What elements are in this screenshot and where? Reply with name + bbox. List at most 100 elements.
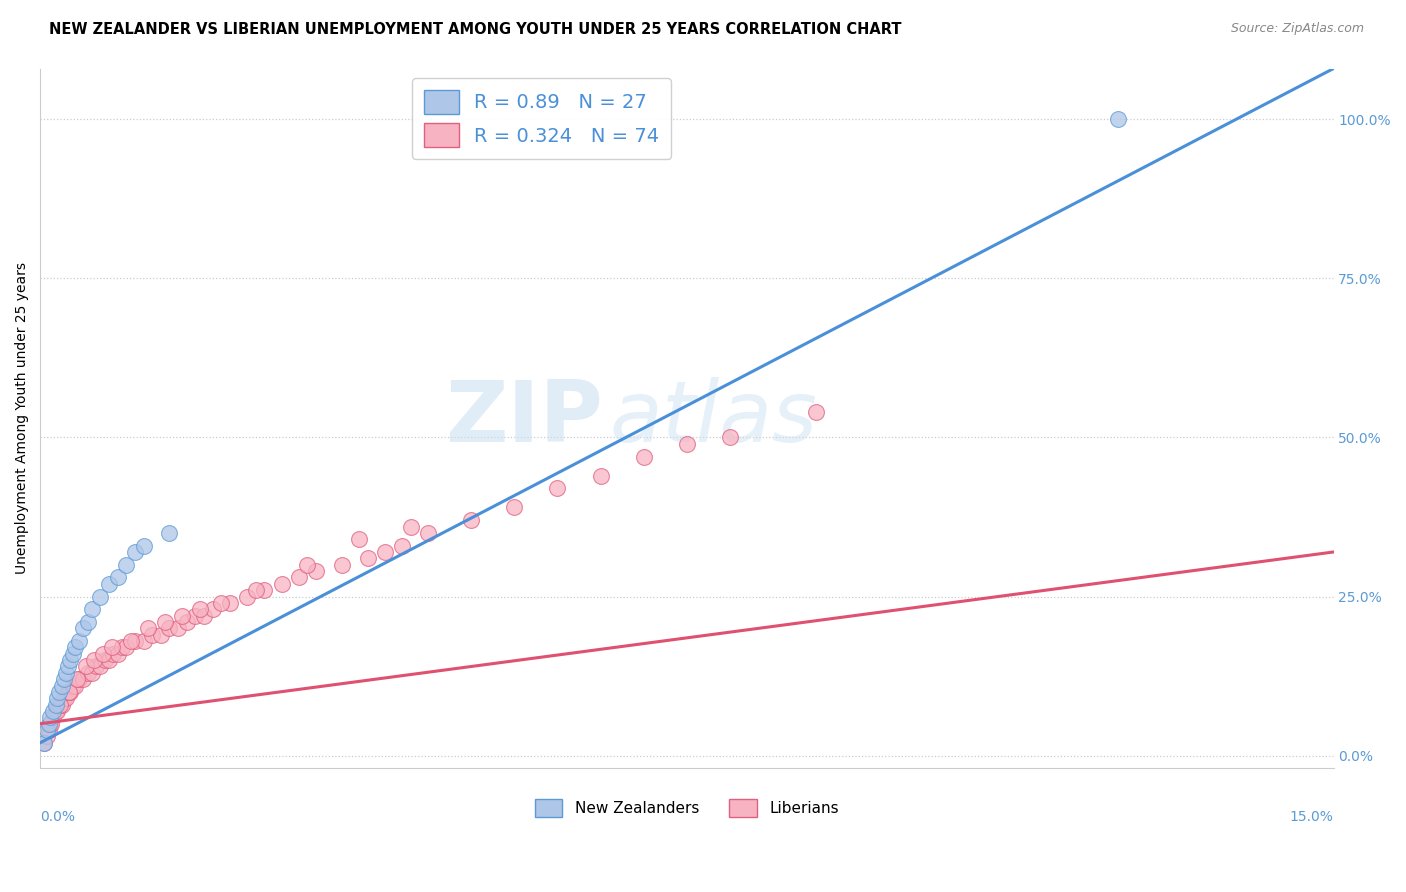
Point [67,672,90,686]
Point [58,685,80,699]
Point [172,608,194,623]
Point [167,621,190,635]
Point [124,545,146,559]
Point [72,621,94,635]
Point [48,698,70,712]
Point [62,679,84,693]
Point [55,665,77,680]
Point [418,525,440,540]
Point [98,653,121,667]
Point [75,659,97,673]
Point [34,736,56,750]
Point [209,596,232,610]
Point [80,602,103,616]
Point [35,730,58,744]
Point [46,704,69,718]
Point [103,647,125,661]
Point [83,653,105,667]
Point [305,564,328,578]
Point [297,558,319,572]
Point [503,500,526,515]
Point [46,691,69,706]
Point [159,621,181,635]
Point [132,539,155,553]
Point [347,533,370,547]
Point [53,672,76,686]
Point [589,468,612,483]
Point [66,672,89,686]
Point [124,634,146,648]
Point [120,634,142,648]
Point [675,437,697,451]
Point [51,698,73,712]
Point [84,659,107,673]
Point [460,513,482,527]
Point [89,659,111,673]
Point [62,647,84,661]
Point [184,608,207,623]
Point [391,539,413,553]
Point [49,698,72,712]
Point [176,615,198,629]
Point [39,716,62,731]
Text: atlas: atlas [609,377,817,460]
Point [45,698,67,712]
Point [39,710,62,724]
Point [253,583,276,598]
Point [63,640,86,655]
Point [374,545,396,559]
Point [236,590,259,604]
Point [53,691,76,706]
Point [399,519,422,533]
Point [107,570,129,584]
Point [35,723,58,737]
Point [51,679,73,693]
Point [159,525,181,540]
Point [91,647,114,661]
Point [718,430,741,444]
Point [633,450,655,464]
Point [193,608,215,623]
Point [1107,112,1129,127]
Point [804,405,827,419]
Point [41,716,63,731]
Point [72,672,94,686]
Point [56,659,79,673]
Point [55,691,77,706]
Point [67,634,90,648]
Point [45,704,67,718]
Point [76,615,98,629]
Point [132,634,155,648]
Point [59,685,82,699]
Point [107,647,129,661]
Point [115,558,138,572]
Text: 15.0%: 15.0% [1289,810,1333,824]
Text: 0.0%: 0.0% [41,810,75,824]
Point [59,653,82,667]
Legend: New Zealanders, Liberians: New Zealanders, Liberians [529,793,845,823]
Point [115,640,138,655]
Y-axis label: Unemployment Among Youth under 25 years: Unemployment Among Youth under 25 years [15,262,30,574]
Point [76,665,98,680]
Point [56,685,79,699]
Point [98,576,121,591]
Text: ZIP: ZIP [444,377,603,460]
Point [218,596,240,610]
Point [153,615,176,629]
Text: Source: ZipAtlas.com: Source: ZipAtlas.com [1230,22,1364,36]
Point [546,481,568,495]
Point [63,679,86,693]
Point [42,710,65,724]
Point [42,704,65,718]
Point [141,628,163,642]
Point [270,576,292,591]
Point [149,628,172,642]
Point [330,558,353,572]
Point [38,716,60,731]
Point [100,640,122,655]
Text: NEW ZEALANDER VS LIBERIAN UNEMPLOYMENT AMONG YOUTH UNDER 25 YEARS CORRELATION CH: NEW ZEALANDER VS LIBERIAN UNEMPLOYMENT A… [49,22,901,37]
Point [80,665,103,680]
Point [245,583,267,598]
Point [357,551,380,566]
Point [201,602,224,616]
